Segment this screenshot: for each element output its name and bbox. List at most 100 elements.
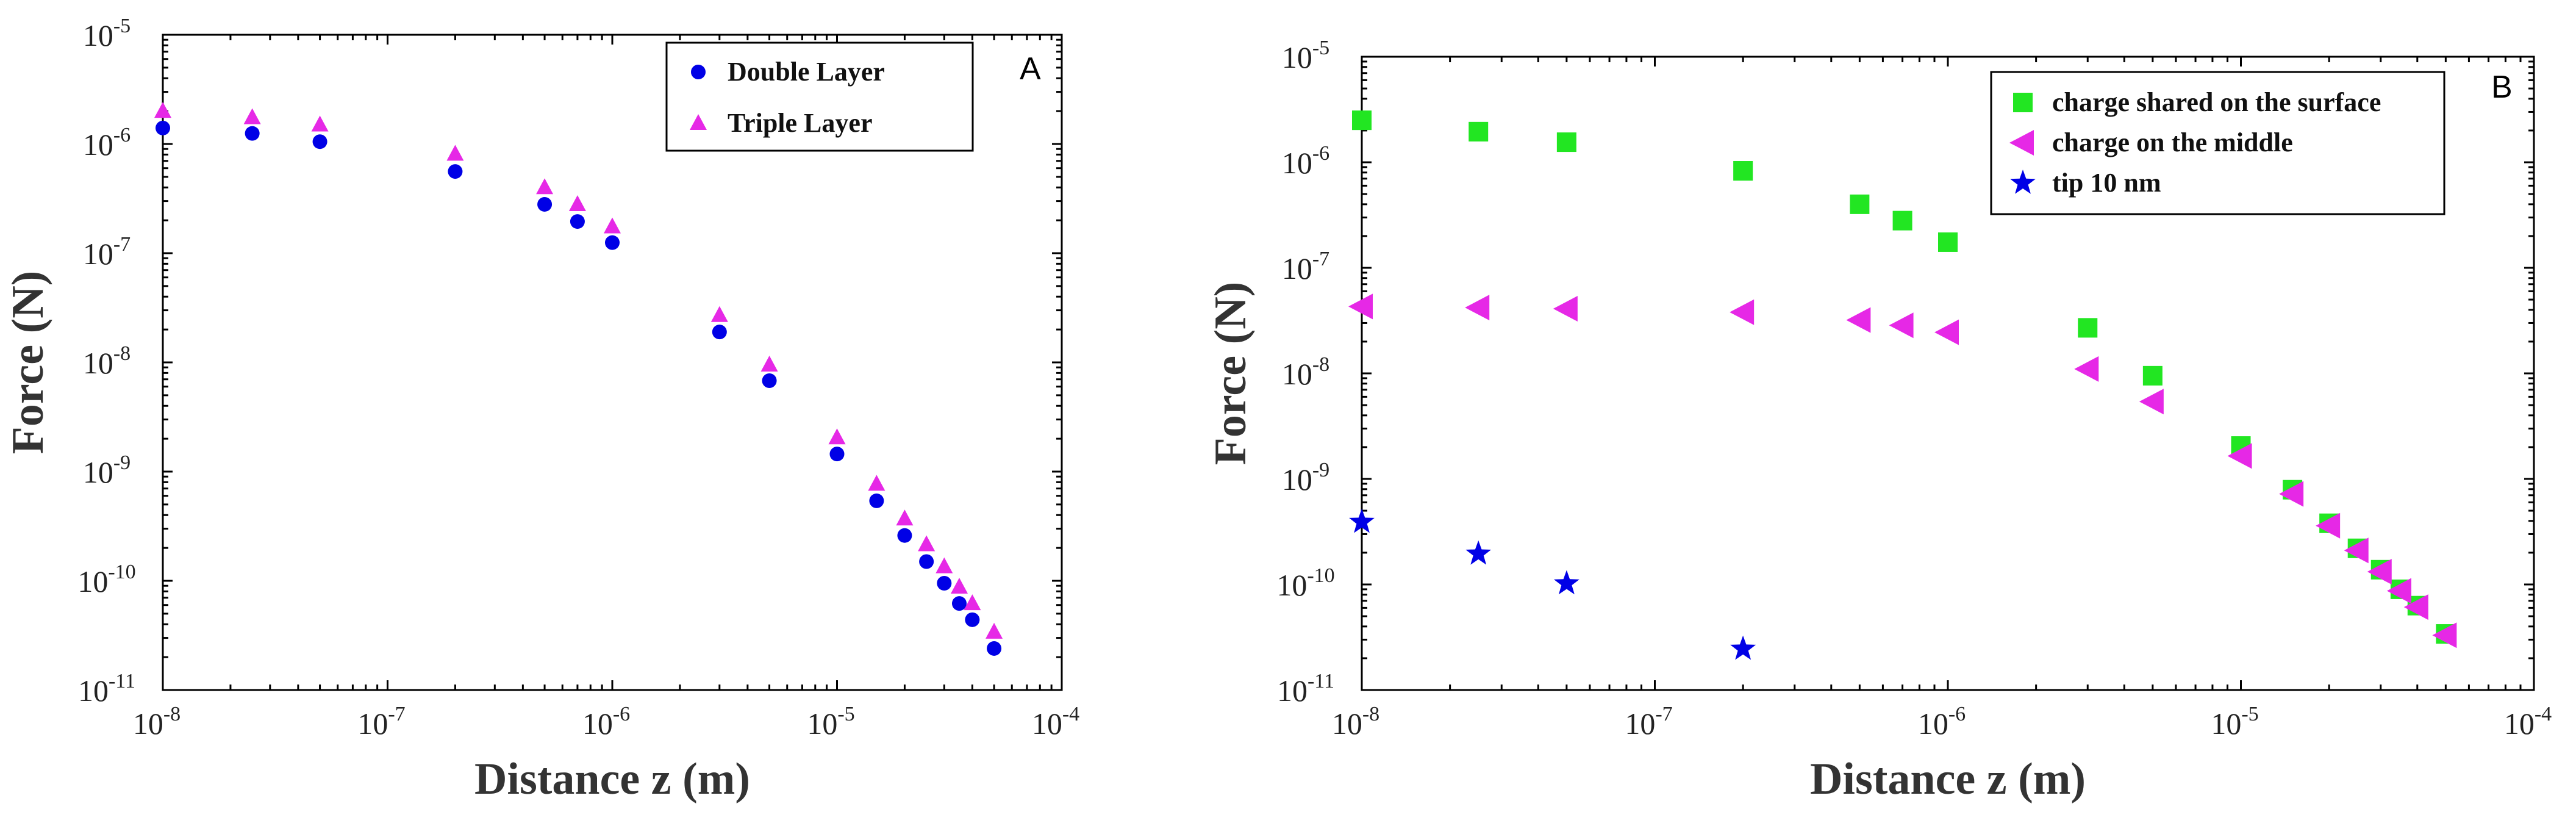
y-tick-label: 10-10 — [77, 561, 135, 598]
data-point — [964, 594, 981, 611]
x-tick-labels: 10-8 10-7 10-6 10-5 10-4 — [1332, 703, 2552, 741]
data-point — [937, 575, 952, 591]
legend-marker — [690, 114, 707, 130]
data-point — [868, 475, 886, 491]
legend-entry-label: charge on the middle — [2052, 128, 2293, 157]
y-tick-label: 10-5 — [83, 15, 131, 52]
data-point — [311, 115, 329, 132]
panel-label: B — [2491, 70, 2513, 105]
data-point — [1465, 295, 1490, 321]
y-tick-label: 10-9 — [83, 451, 131, 489]
data-point — [2432, 622, 2457, 649]
y-tick-label: 10-8 — [83, 342, 131, 380]
y-tick-label: 10-11 — [78, 670, 135, 708]
y-tick-label: 10-7 — [83, 233, 131, 271]
series-tip-10-nm — [1349, 508, 1756, 660]
data-point — [2279, 481, 2304, 507]
data-point — [2316, 512, 2341, 539]
data-point — [1730, 299, 1755, 325]
x-tick-label: 10-8 — [1332, 703, 1379, 741]
data-point — [918, 535, 936, 552]
data-point — [829, 447, 845, 462]
legend-box — [1990, 71, 2445, 215]
legend-marker — [2010, 170, 2036, 194]
data-point — [2403, 594, 2428, 620]
x-tick-label: 10-6 — [582, 703, 630, 741]
x-tick-label: 10-4 — [2504, 703, 2552, 741]
data-point — [537, 196, 553, 212]
legend-entry-label: tip 10 nm — [2052, 168, 2161, 198]
data-point — [1352, 110, 1372, 131]
data-point — [710, 306, 728, 322]
data-point — [1889, 312, 1914, 339]
legend: Double Layer Triple Layer — [665, 41, 974, 152]
x-tick-label: 10-5 — [2211, 703, 2258, 741]
x-axis-label: Distance z (m) — [474, 754, 750, 804]
legend-box — [665, 41, 974, 152]
tick-marks — [162, 35, 1062, 691]
data-point — [897, 528, 912, 543]
tick-marks — [1361, 57, 2534, 691]
x-tick-label: 10-7 — [357, 703, 405, 741]
y-tick-label: 10-10 — [1276, 564, 1334, 602]
x-tick-label: 10-4 — [1032, 703, 1079, 741]
y-tick-label: 10-5 — [1282, 37, 1329, 74]
data-point — [2386, 578, 2411, 604]
series-charge-on-the-middle — [1348, 293, 2457, 649]
legend-marker — [691, 65, 706, 79]
data-point — [448, 164, 463, 179]
y-tick-label: 10-6 — [83, 124, 131, 162]
y-tick-label: 10-11 — [1277, 670, 1334, 708]
x-axis-label: Distance z (m) — [1810, 754, 2086, 804]
data-point — [536, 178, 554, 195]
data-point — [896, 509, 914, 526]
x-tick-label: 10-7 — [1625, 703, 1672, 741]
data-point — [2142, 365, 2163, 386]
legend: charge shared on the surface charge on th… — [1990, 71, 2445, 215]
data-point — [570, 214, 585, 229]
x-tick-labels: 10-8 10-7 10-6 10-5 10-4 — [133, 703, 1079, 741]
data-point — [2227, 443, 2252, 469]
y-tick-labels: 10-11 10-10 10-9 10-8 10-7 10-6 10-5 — [77, 15, 135, 708]
data-point — [245, 126, 260, 141]
data-point — [568, 195, 586, 211]
data-point — [1730, 635, 1756, 660]
legend-entry-label: charge shared on the surface — [2052, 87, 2381, 117]
y-tick-label: 10-8 — [1282, 353, 1329, 391]
data-point — [1733, 160, 1753, 181]
y-tick-label: 10-7 — [1282, 248, 1329, 286]
data-point — [869, 493, 884, 508]
data-point — [987, 641, 1002, 656]
data-point — [950, 577, 968, 594]
legend-marker — [2009, 130, 2034, 156]
data-point — [243, 108, 261, 124]
data-point — [986, 622, 1003, 639]
series-double-layer — [156, 120, 1002, 656]
data-point — [1892, 210, 1912, 231]
y-tick-label: 10-9 — [1282, 459, 1329, 497]
data-point — [828, 428, 846, 445]
data-point — [1556, 132, 1576, 153]
data-point — [936, 557, 953, 573]
data-point — [1846, 307, 1871, 333]
data-point — [446, 145, 464, 161]
data-point — [1934, 319, 1959, 345]
data-point — [919, 554, 934, 569]
panel-label: A — [1020, 51, 1041, 87]
data-point — [1349, 508, 1375, 533]
data-point — [762, 373, 777, 388]
data-point — [2074, 356, 2099, 382]
data-point — [1850, 194, 1870, 214]
data-point — [965, 612, 980, 627]
data-point — [1553, 295, 1578, 322]
series-triple-layer — [154, 102, 1003, 639]
chart-panel-a: 10-8 10-7 10-6 10-5 10-4 10-11 10-10 10-9 10-8 10… — [3, 15, 1079, 804]
data-point — [1465, 540, 1492, 565]
data-point — [604, 217, 621, 234]
data-point — [2078, 318, 2098, 338]
data-point — [312, 134, 327, 149]
data-point — [712, 325, 727, 340]
y-tick-label: 10-6 — [1282, 142, 1329, 180]
data-point — [605, 235, 620, 250]
